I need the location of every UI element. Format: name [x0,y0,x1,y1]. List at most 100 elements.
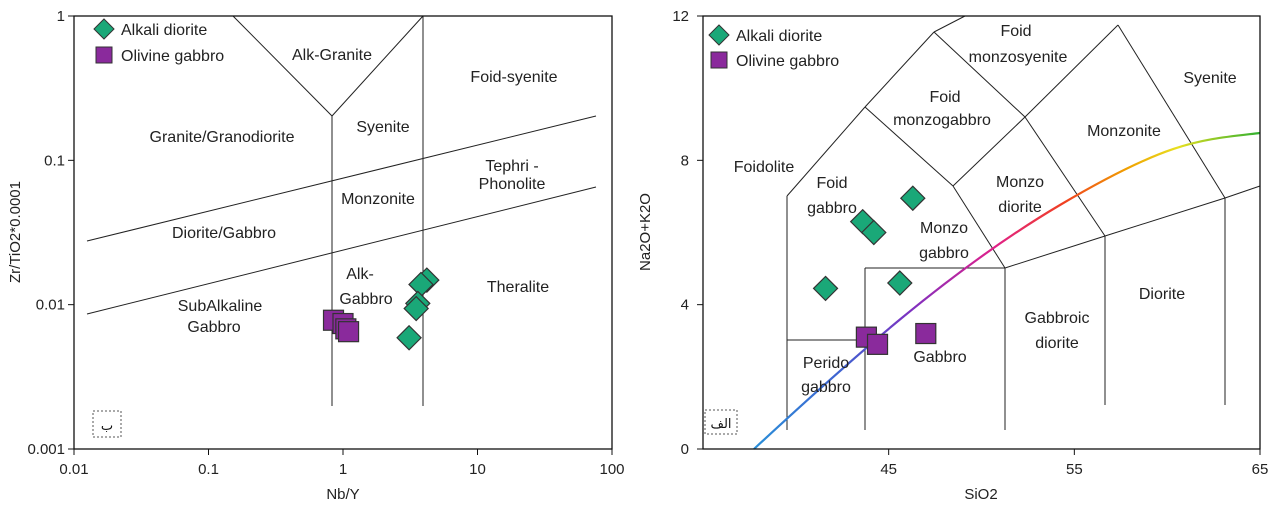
legend: Alkali diorite Olivine gabbro [708,24,839,70]
boundary-line [952,185,1006,269]
boundary-line [1104,197,1226,237]
panel-label: الف [710,417,731,432]
boundary-line [232,15,333,117]
field-label: diorite [1035,335,1079,352]
y-axis-label: Na2O+K2O [637,193,654,271]
data-point-diamond [886,270,913,296]
field-label: Theralite [487,279,549,296]
legend-diamond-icon [93,18,115,40]
plot-frame [702,15,1261,450]
x-tick-label: 65 [1252,461,1269,478]
boundary-line [1004,235,1106,269]
boundary-line [952,116,1026,187]
series-points [322,267,440,351]
legend-square-icon [95,46,113,64]
field-label: Monzonite [1087,123,1161,140]
y-tick-label: 0.1 [44,152,65,169]
data-point-diamond [860,219,887,246]
field-label: Gabbroic [1025,310,1090,327]
x-tick-label: 10 [469,461,486,478]
legend-label: Olivine gabbro [736,53,839,70]
field-label: Perido [803,355,849,372]
x-axis-label: Nb/Y [326,486,359,503]
field-label: gabbro [807,200,857,217]
x-tick-label: 55 [1066,461,1083,478]
x-tick-label: 100 [599,461,624,478]
field-label: Syenite [1183,70,1236,87]
y-tick-label: 8 [681,152,689,169]
boundary-line [1024,24,1119,118]
field-label: Foid [929,89,960,106]
data-point-diamond [403,295,430,322]
plot-frame [73,15,613,450]
field-label: gabbro [801,379,851,396]
chart-left-nb-y-vs-zr-tio2: Alk-Granite Foid-syenite Granite/Granodi… [7,8,625,503]
field-label: diorite [998,199,1042,216]
field-label: Granite/Granodiorite [150,129,295,146]
legend-label: Olivine gabbro [121,48,224,65]
x-tick-label: 0.01 [59,461,88,478]
panel-label: ب [101,419,113,434]
field-label: Syenite [356,119,409,136]
field-label: Diorite [1139,286,1185,303]
chart-right-tas: Foid monzosyenite Syenite Foid monzogabb… [637,8,1268,503]
tick-group: 0.01 0.1 1 10 100 0.001 0.01 0.1 1 [27,8,624,478]
field-label: Foidolite [734,159,795,176]
x-tick-label: 45 [880,461,897,478]
boundary-line [933,15,966,33]
field-label: gabbro [919,245,969,262]
y-tick-label: 1 [57,8,65,25]
boundary-line [1224,185,1261,199]
boundary-line [864,106,954,187]
data-point-diamond [812,275,839,302]
field-label: Tephri - [485,158,538,175]
data-point-diamond [899,185,926,212]
legend-label: Alkali diorite [736,28,822,45]
field-label: Phonolite [479,176,546,193]
x-tick-label: 1 [339,461,347,478]
field-label: Gabbro [913,349,966,366]
field-label: monzogabbro [893,112,991,129]
legend: Alkali diorite Olivine gabbro [93,18,224,65]
field-label: Alk-Granite [292,47,372,64]
tas-boundaries [786,15,1261,430]
y-tick-label: 0.001 [27,441,65,458]
field-label: Alk- [346,266,374,283]
tick-group: 45 55 65 0 4 8 12 [672,8,1268,478]
legend-label: Alkali diorite [121,22,207,39]
y-tick-label: 0 [681,441,689,458]
boundary-line [864,31,935,108]
field-label: Gabbro [187,319,240,336]
alkaline-subalkaline-divider-curve [753,131,1261,450]
field-label: monzosyenite [969,49,1068,66]
data-point-diamond [396,324,422,351]
y-tick-label: 12 [672,8,689,25]
y-axis-label: Zr/TiO2*0.0001 [7,181,24,283]
legend-square-icon [710,51,728,69]
field-label: Diorite/Gabbro [172,225,276,242]
boundary-line [933,31,1026,118]
field-label: Monzo [920,220,968,237]
x-tick-label: 0.1 [198,461,219,478]
y-tick-label: 0.01 [36,297,65,314]
data-point-square [866,333,889,355]
field-label: SubAlkaline [178,298,263,315]
boundary-line [786,106,866,197]
field-label: Foid [1000,23,1031,40]
field-label: Foid-syenite [470,69,557,86]
boundary-line [1024,116,1106,237]
field-label: Monzonite [341,191,415,208]
field-label: Gabbro [339,291,392,308]
y-tick-label: 4 [681,297,689,314]
boundary-line [86,115,597,242]
panel-tag-box [704,409,738,435]
legend-diamond-icon [708,24,730,46]
field-label: Monzo [996,174,1044,191]
series-points [812,185,937,355]
data-point-square [337,321,360,343]
boundary-line [1117,24,1226,199]
panel-tag-box [92,410,122,438]
boundary-line [331,15,424,117]
boundary-line [86,186,597,315]
